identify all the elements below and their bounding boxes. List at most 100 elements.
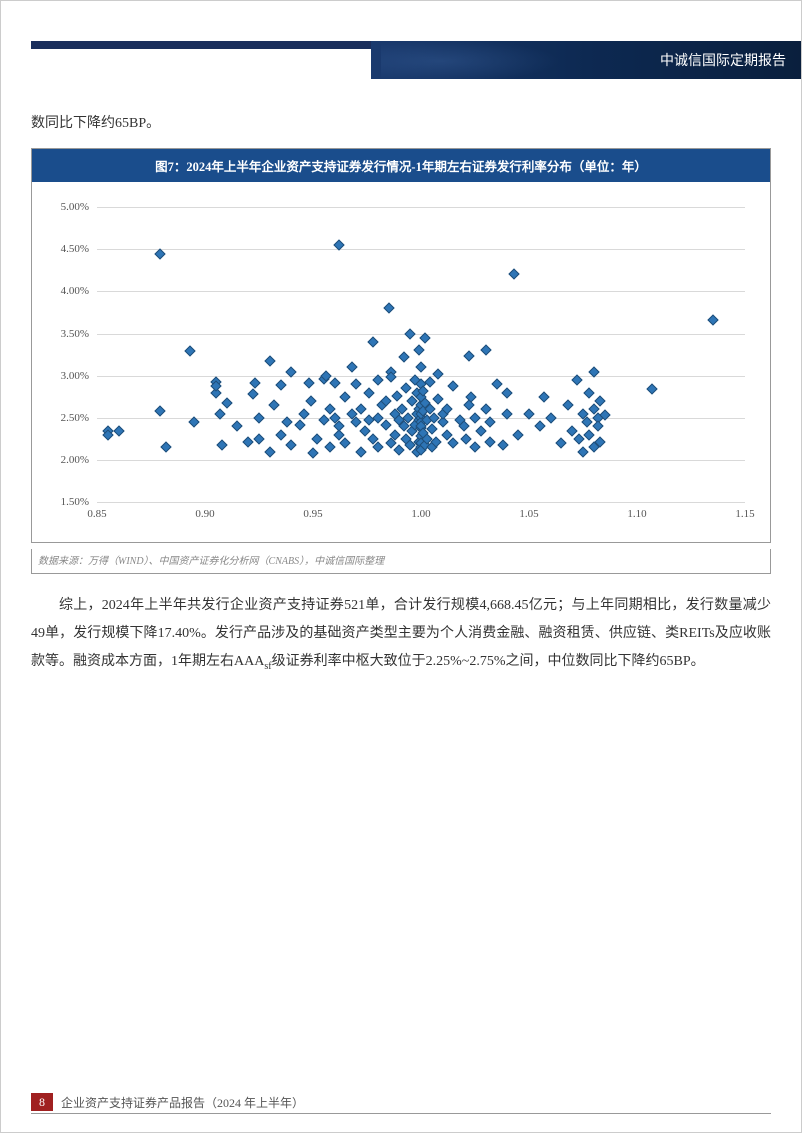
summary-paragraph: 综上，2024年上半年共发行企业资产支持证券521单，合计发行规模4,668.4… [31,592,771,677]
scatter-point [305,395,316,406]
x-axis-label: 1.10 [627,502,646,520]
scatter-point [113,425,124,436]
scatter-point [405,328,416,339]
scatter-point [469,412,480,423]
summary-subscript: sf [264,661,271,672]
scatter-point [329,377,340,388]
scatter-point [392,390,403,401]
scatter-point [584,429,595,440]
scatter-point [217,439,228,450]
scatter-point [463,351,474,362]
plot-region: 1.50%2.00%2.50%3.00%3.50%4.00%4.50%5.00%… [97,207,745,502]
scatter-point [502,387,513,398]
scatter-point [584,387,595,398]
scatter-point [448,380,459,391]
scatter-point [184,346,195,357]
gridline [97,376,745,377]
scatter-point [351,379,362,390]
page-footer: 8 企业资产支持证券产品报告（2024 年上半年） [31,1093,771,1114]
scatter-point [508,268,519,279]
y-axis-label: 4.00% [61,285,97,297]
scatter-point [383,303,394,314]
scatter-point [556,438,567,449]
x-axis-label: 1.05 [519,502,538,520]
chart-title: 图7：2024年上半年企业资产支持证券发行情况-1年期左右证券发行利率分布（单位… [32,149,770,182]
footer-title: 企业资产支持证券产品报告（2024 年上半年） [61,1094,304,1111]
scatter-point [312,433,323,444]
scatter-point [538,391,549,402]
scatter-point [154,405,165,416]
scatter-point [433,368,444,379]
scatter-point [221,397,232,408]
scatter-point [469,442,480,453]
scatter-point [359,425,370,436]
y-axis-label: 5.00% [61,201,97,213]
scatter-point [249,377,260,388]
gridline [97,460,745,461]
scatter-point [400,383,411,394]
scatter-point [476,425,487,436]
scatter-point [346,362,357,373]
scatter-point [707,314,718,325]
scatter-point [307,448,318,459]
scatter-point [340,438,351,449]
scatter-point [646,384,657,395]
x-axis-label: 1.15 [735,502,754,520]
x-axis-label: 0.95 [303,502,322,520]
y-axis-label: 3.50% [61,328,97,340]
scatter-point [484,436,495,447]
x-axis-label: 0.90 [195,502,214,520]
scatter-point [275,429,286,440]
scatter-point [253,433,264,444]
scatter-point [253,412,264,423]
x-axis-label: 0.85 [87,502,106,520]
chart-area: 1.50%2.00%2.50%3.00%3.50%4.00%4.50%5.00%… [32,182,770,542]
scatter-point [463,400,474,411]
scatter-point [303,378,314,389]
y-axis-label: 2.00% [61,454,97,466]
page-number: 8 [31,1093,53,1111]
header-title: 中诚信国际定期报告 [660,50,786,70]
scatter-point [340,391,351,402]
scatter-point [592,421,603,432]
scatter-point [534,421,545,432]
scatter-point [577,446,588,457]
header-bar: 中诚信国际定期报告 [31,41,801,79]
scatter-point [480,345,491,356]
scatter-point [294,419,305,430]
gridline [97,207,745,208]
scatter-point [398,352,409,363]
scatter-point [318,414,329,425]
header-banner: 中诚信国际定期报告 [371,41,801,79]
y-axis-label: 2.50% [61,412,97,424]
scatter-point [545,412,556,423]
scatter-point [325,442,336,453]
intro-text: 数同比下降约65BP。 [31,111,771,136]
scatter-point [264,446,275,457]
x-axis-label: 1.00 [411,502,430,520]
scatter-point [448,438,459,449]
scatter-point [363,387,374,398]
scatter-point [433,394,444,405]
scatter-point [268,400,279,411]
scatter-point [286,439,297,450]
scatter-point [247,389,258,400]
data-source: 数据来源：万得（WIND）、中国资产证券化分析网（CNABS），中诚信国际整理 [31,549,771,574]
scatter-point [368,336,379,347]
scatter-point [243,436,254,447]
y-axis-label: 4.50% [61,243,97,255]
scatter-point [513,429,524,440]
scatter-point [424,376,435,387]
chart-container: 图7：2024年上半年企业资产支持证券发行情况-1年期左右证券发行利率分布（单位… [31,148,771,543]
scatter-point [355,446,366,457]
scatter-point [160,442,171,453]
scatter-point [264,355,275,366]
scatter-point [459,421,470,432]
summary-text-suffix: 级证券利率中枢大致位于2.25%~2.75%之间，中位数同比下降约65BP。 [272,654,705,669]
scatter-point [562,400,573,411]
scatter-point [275,379,286,390]
gridline [97,291,745,292]
scatter-point [415,362,426,373]
scatter-point [461,433,472,444]
y-axis-label: 3.00% [61,370,97,382]
